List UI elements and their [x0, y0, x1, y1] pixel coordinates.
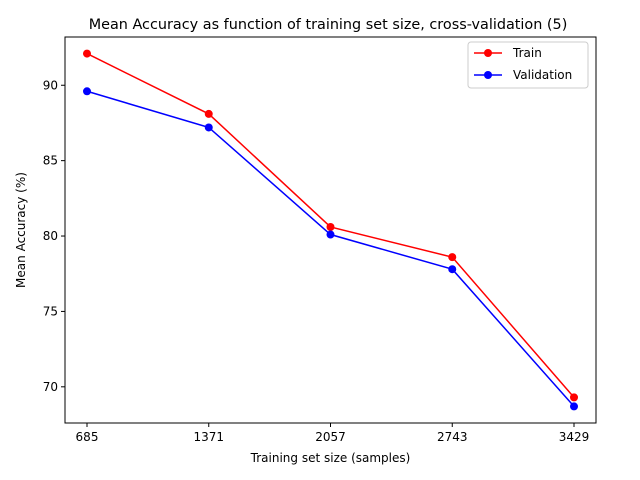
train-data-point	[204, 109, 213, 118]
x-tick-label: 2057	[315, 430, 346, 444]
legend: Train Validation	[467, 41, 589, 89]
x-tick-label: 685	[76, 430, 99, 444]
train-data-point	[326, 222, 335, 231]
legend-validation-marker	[484, 71, 492, 79]
validation-data-point	[326, 230, 335, 239]
validation-data-point	[83, 87, 91, 96]
legend-validation-label: Validation	[513, 68, 572, 82]
x-tick-label: 3429	[559, 430, 590, 444]
y-axis-label: Mean Accuracy (%)	[14, 172, 28, 288]
validation-data-point	[204, 123, 213, 132]
train-data-point	[83, 49, 91, 58]
legend-train-label: Train	[512, 46, 542, 60]
train-data-point	[570, 393, 578, 402]
train-data-point	[448, 253, 457, 262]
y-tick-label: 80	[43, 229, 58, 243]
validation-data-point	[448, 265, 457, 274]
series-layer	[83, 49, 578, 411]
y-tick-label: 90	[43, 78, 58, 92]
legend-train-marker	[484, 49, 492, 57]
y-tick-label: 85	[43, 154, 58, 168]
chart-title: Mean Accuracy as function of training se…	[89, 17, 568, 33]
y-tick-label: 70	[43, 380, 58, 394]
x-axis-label: Training set size (samples)	[250, 451, 411, 465]
x-tick-label: 1371	[193, 430, 224, 444]
plot-area-frame	[64, 36, 597, 424]
x-tick-label: 2743	[437, 430, 468, 444]
y-tick-label: 75	[43, 304, 58, 318]
axis-ticks: 685 1371 2057 2743 3429 70 75 80 85 90	[43, 78, 590, 444]
validation-data-point	[570, 402, 578, 411]
